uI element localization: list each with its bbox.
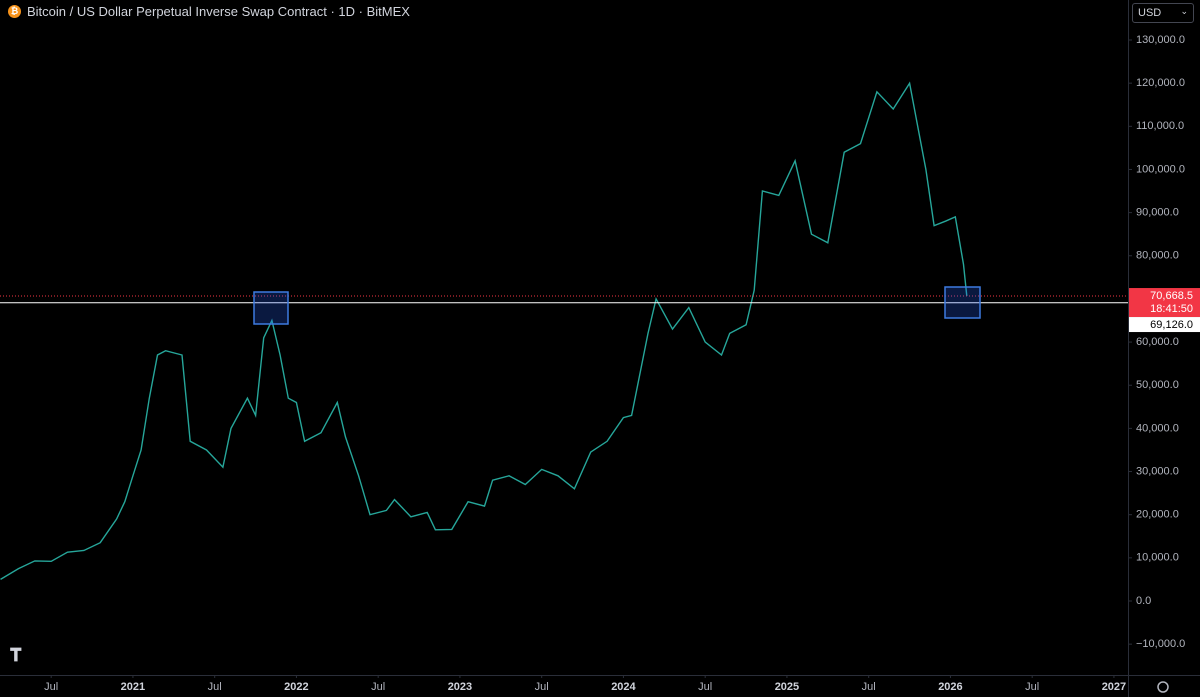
currency-label: USD — [1138, 7, 1162, 19]
highlight-box — [944, 286, 981, 319]
y-tick-label: −10,000.0 — [1136, 638, 1185, 650]
y-tick-label: 120,000.0 — [1136, 77, 1185, 89]
x-tick-label: 2022 — [284, 681, 308, 693]
x-tick-label: Jul — [535, 681, 549, 693]
x-tick-label: 2021 — [121, 681, 145, 693]
y-tick-label: 80,000.0 — [1136, 250, 1179, 262]
y-tick-label: 20,000.0 — [1136, 509, 1179, 521]
symbol-header: ₿ Bitcoin / US Dollar Perpetual Inverse … — [8, 4, 410, 19]
x-tick-label: 2027 — [1102, 681, 1126, 693]
y-tick-label: 100,000.0 — [1136, 163, 1185, 175]
x-tick-label: Jul — [44, 681, 58, 693]
y-tick-label: 10,000.0 — [1136, 552, 1179, 564]
x-tick-label: 2023 — [448, 681, 472, 693]
chart-title: Bitcoin / US Dollar Perpetual Inverse Sw… — [27, 4, 410, 19]
last-price-label: 70,668.5 — [1150, 290, 1193, 302]
coin-icon: ₿ — [8, 5, 21, 18]
x-tick-label: Jul — [371, 681, 385, 693]
settings-icon[interactable] — [1157, 681, 1169, 693]
last-price-box — [1129, 288, 1200, 318]
y-tick-label: 30,000.0 — [1136, 465, 1179, 477]
y-tick-label: 50,000.0 — [1136, 379, 1179, 391]
countdown-label: 18:41:50 — [1150, 303, 1193, 315]
tv-logo: 𝐓 — [10, 645, 22, 665]
x-tick-label: Jul — [1025, 681, 1039, 693]
currency-select[interactable]: USD ⌄ — [1132, 3, 1194, 23]
highlight-box — [253, 291, 289, 325]
x-tick-label: 2026 — [938, 681, 962, 693]
x-tick-label: Jul — [698, 681, 712, 693]
y-tick-label: 110,000.0 — [1136, 120, 1184, 132]
y-tick-label: 60,000.0 — [1136, 336, 1179, 348]
x-tick-label: Jul — [208, 681, 222, 693]
y-tick-label: 40,000.0 — [1136, 422, 1179, 434]
horizontal-line-box — [1129, 317, 1200, 333]
y-tick-label: 130,000.0 — [1136, 34, 1185, 46]
x-tick-label: 2024 — [611, 681, 636, 693]
x-tick-label: Jul — [862, 681, 876, 693]
y-tick-label: 0.0 — [1136, 595, 1151, 607]
price-line — [0, 81, 968, 581]
y-tick-label: 90,000.0 — [1136, 207, 1179, 219]
x-tick-label: 2025 — [775, 681, 799, 693]
horizontal-line-label: 69,126.0 — [1150, 319, 1193, 331]
